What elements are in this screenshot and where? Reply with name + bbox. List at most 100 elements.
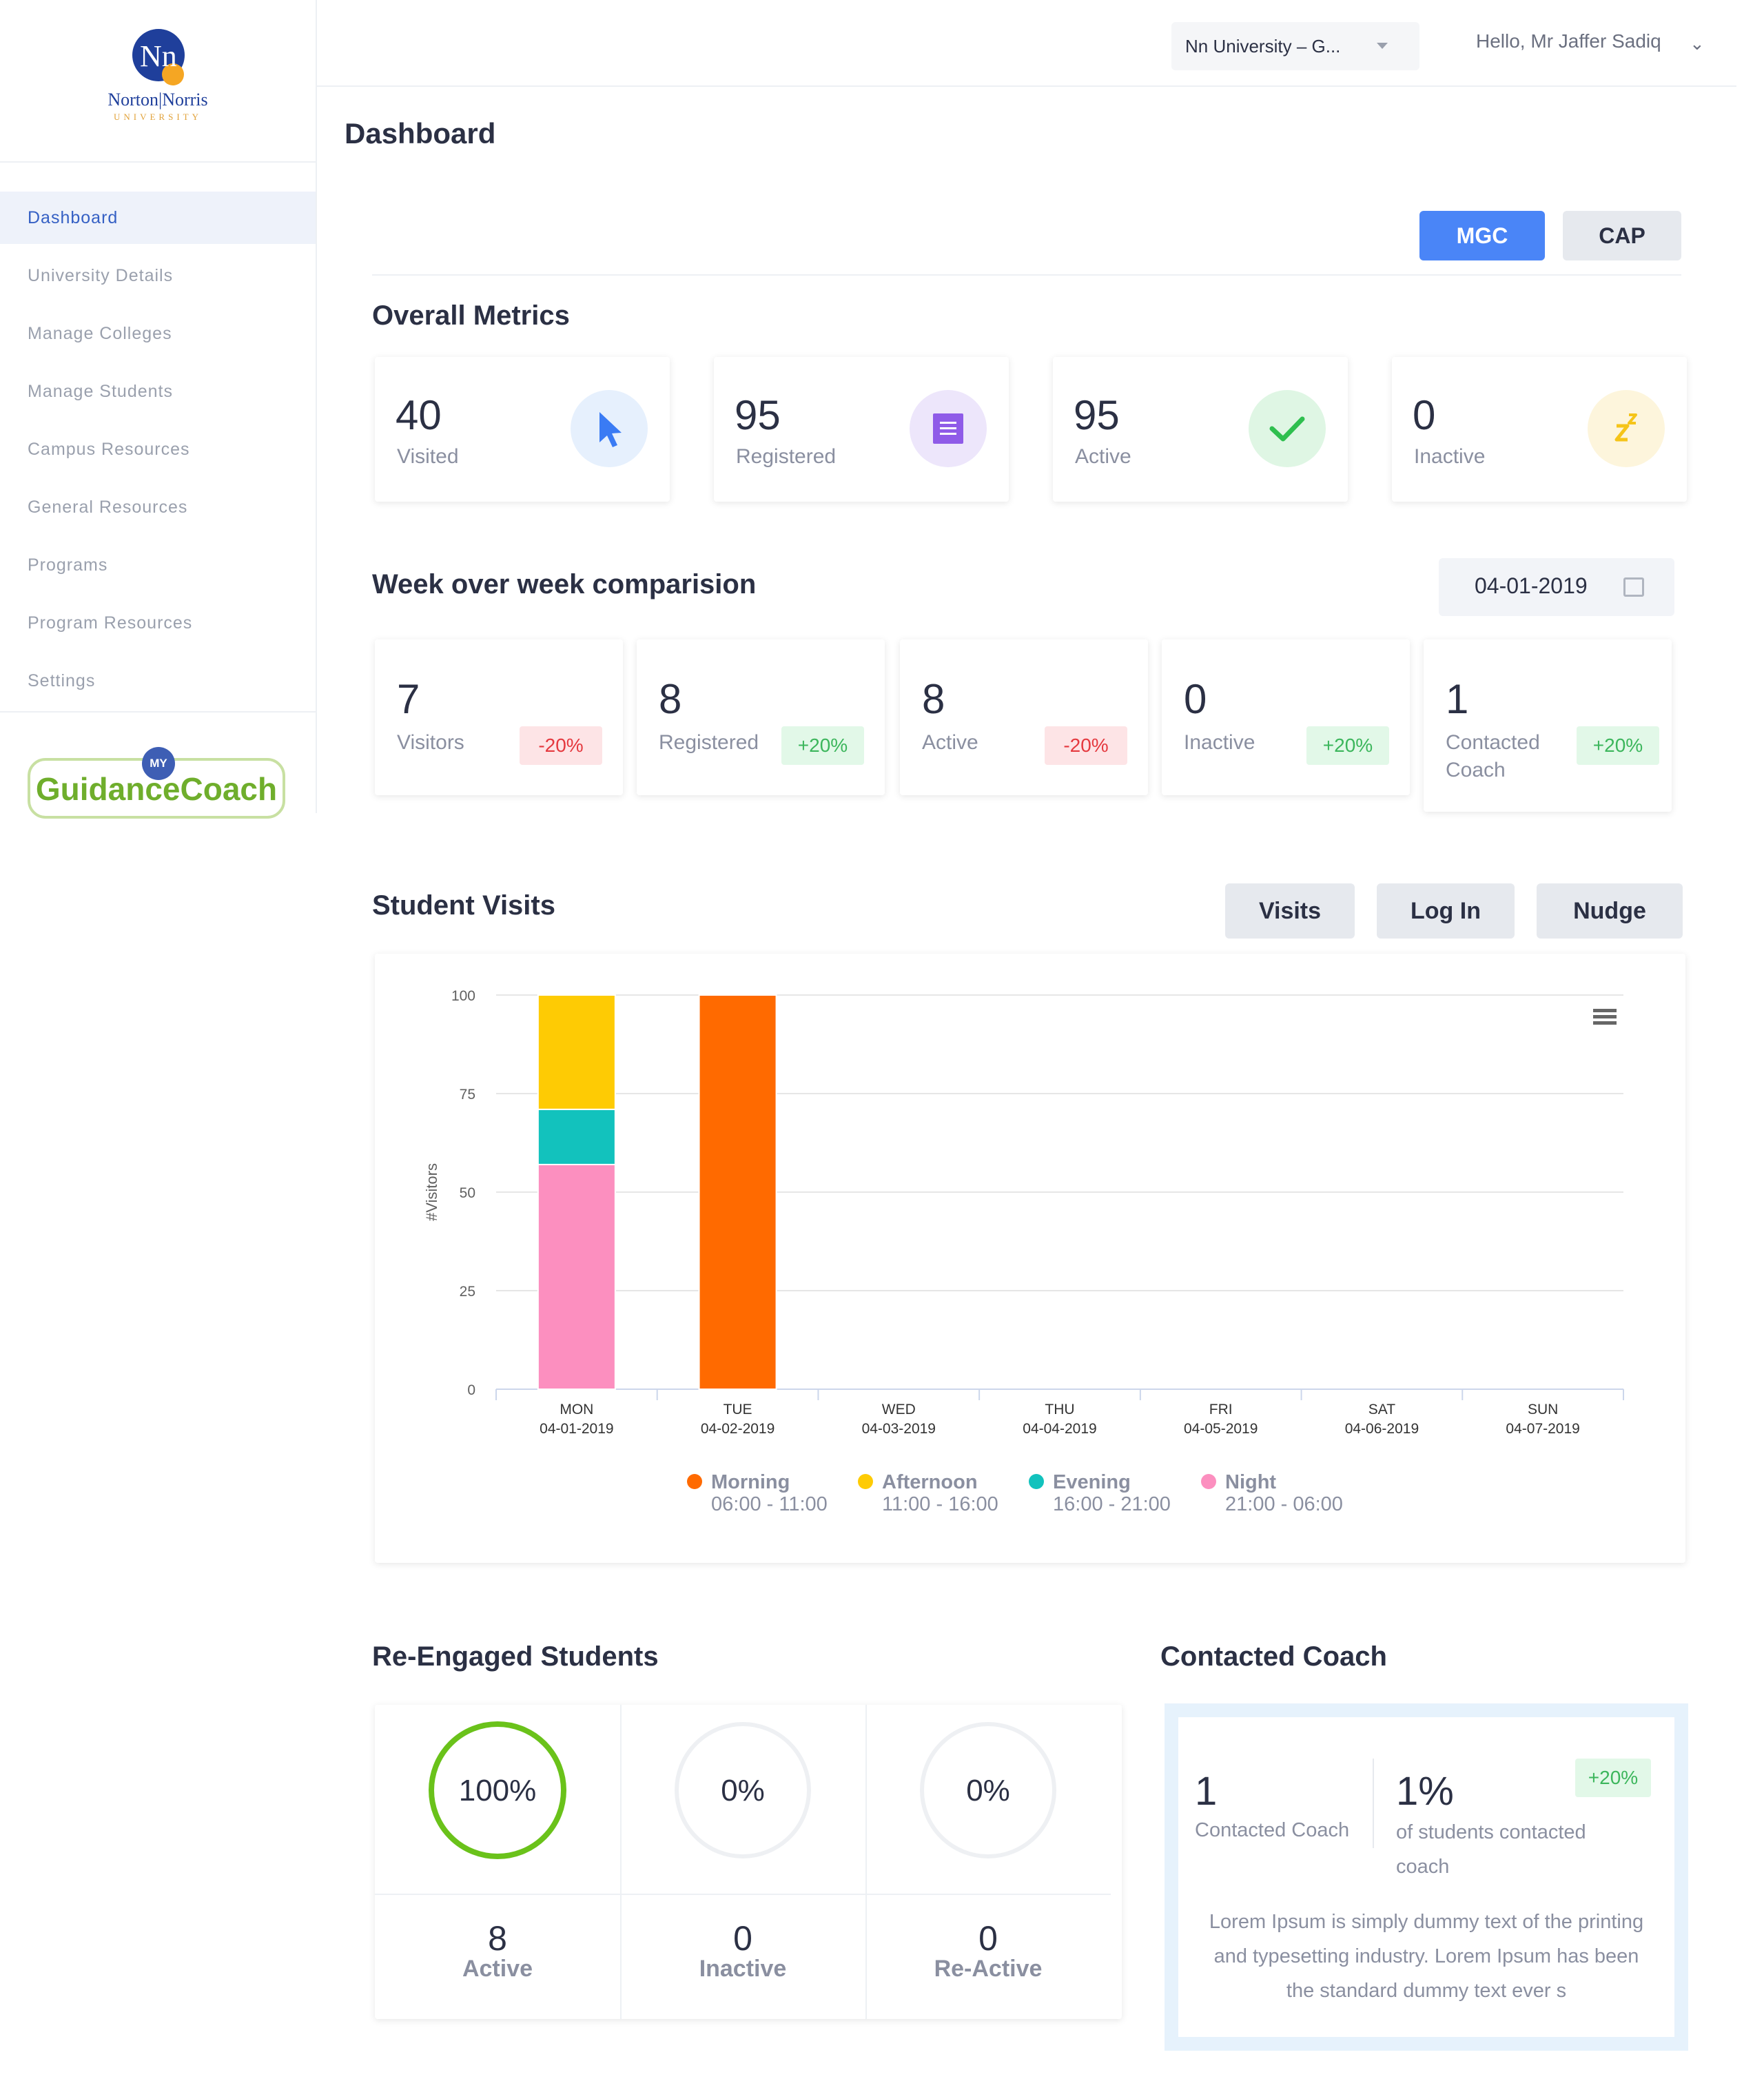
week-value: 8: [659, 676, 682, 722]
ring-track: [920, 1722, 1056, 1858]
change-badge: +20%: [781, 726, 864, 765]
cursor-icon: [571, 390, 648, 467]
progress-ring: [429, 1721, 566, 1859]
nudge-button[interactable]: Nudge: [1537, 883, 1683, 939]
top-bar: [317, 0, 1736, 87]
y-tick-label: 0: [467, 1382, 475, 1398]
calendar-icon[interactable]: [1623, 577, 1644, 597]
contacted-coach-title: Contacted Coach: [1160, 1641, 1387, 1672]
x-tick-date: 04-03-2019: [862, 1421, 936, 1437]
sidebar-item-manage-students[interactable]: Manage Students: [28, 382, 173, 401]
sidebar-divider: [0, 711, 316, 713]
week-card-visitors: 7 Visitors -20%: [375, 639, 623, 795]
chevron-down-icon[interactable]: [1377, 43, 1388, 49]
legend-range: 11:00 - 16:00: [882, 1493, 998, 1515]
week-card-active: 8 Active -20%: [900, 639, 1148, 795]
bar-segment-evening[interactable]: [537, 1108, 616, 1165]
metric-label: Inactive: [1414, 445, 1486, 468]
sidebar-item-campus-resources[interactable]: Campus Resources: [28, 440, 190, 459]
y-tick-label: 25: [460, 1284, 475, 1300]
cap-toggle-button[interactable]: CAP: [1563, 211, 1681, 260]
x-tick-day: WED: [882, 1402, 916, 1417]
legend-swatch: [687, 1474, 702, 1489]
mgc-toggle-button[interactable]: MGC: [1419, 211, 1545, 260]
legend-range: 06:00 - 11:00: [711, 1493, 828, 1515]
week-card-registered: 8 Registered +20%: [637, 639, 885, 795]
guidance-coach-my-badge: MY: [142, 747, 175, 780]
x-tick-date: 04-02-2019: [701, 1421, 775, 1437]
sidebar-item-dashboard[interactable]: Dashboard: [0, 192, 316, 244]
re-engaged-card: [375, 1705, 1122, 2019]
re-engaged-label: Active: [462, 1956, 533, 1982]
sidebar: [0, 0, 317, 813]
progress-ring: [920, 1722, 1056, 1858]
x-tick-day: THU: [1045, 1402, 1074, 1417]
x-tick-date: 04-05-2019: [1184, 1421, 1258, 1437]
student-visits-chart-card: 0 25 50 75 100 #Visitors MON 04-01-2019 TUE 04-02…: [375, 954, 1685, 1563]
progress-ring: [675, 1722, 811, 1858]
sidebar-item-settings[interactable]: Settings: [28, 671, 96, 690]
menu-bar: [1593, 1015, 1617, 1018]
x-tick-day: TUE: [724, 1402, 752, 1417]
university-logo[interactable]: Nn Norton|Norris UNIVERSITY: [0, 0, 316, 163]
bar-segment-morning[interactable]: [698, 994, 777, 1390]
date-picker-value[interactable]: 04-01-2019: [1475, 573, 1588, 598]
chevron-down-icon[interactable]: ⌄: [1690, 33, 1705, 54]
sidebar-item-general-resources[interactable]: General Resources: [28, 498, 188, 517]
sidebar-item-university-details[interactable]: University Details: [28, 266, 174, 285]
sleep-icon: [1588, 390, 1665, 467]
menu-bar: [1593, 1021, 1617, 1025]
page-title: Dashboard: [345, 117, 496, 150]
metric-label: Visited: [397, 445, 459, 468]
week-label: Contacted Coach: [1446, 731, 1540, 781]
re-engaged-pct: 100%: [458, 1774, 537, 1807]
week-value: 1: [1446, 676, 1469, 722]
metric-card-inactive: 0 Inactive: [1392, 357, 1687, 502]
metric-card-visited: 40 Visited: [375, 357, 670, 502]
user-greeting[interactable]: Hello, Mr Jaffer Sadiq: [1476, 30, 1661, 52]
student-visits-chart: 0 25 50 75 100 #Visitors MON 04-01-2019 TUE 04-02…: [423, 988, 1624, 1515]
coach-pct-label: of students contacted coach: [1396, 1821, 1586, 1878]
bar-segment-afternoon[interactable]: [537, 994, 616, 1110]
ring-track: [675, 1722, 811, 1858]
legend-range: 16:00 - 21:00: [1053, 1493, 1171, 1515]
re-engaged-col-active: 100% 8 Active: [375, 1705, 622, 2019]
sidebar-item-programs[interactable]: Programs: [28, 555, 108, 575]
visits-button[interactable]: Visits: [1225, 883, 1355, 939]
legend-swatch: [1029, 1474, 1044, 1489]
log-in-button[interactable]: Log In: [1377, 883, 1515, 939]
metric-label: Active: [1075, 445, 1131, 468]
week-label: Visitors: [397, 731, 464, 754]
legend-swatch: [858, 1474, 873, 1489]
re-engaged-count: 0: [733, 1919, 752, 1958]
logo-name: Norton|Norris: [107, 90, 207, 110]
x-tick-date: 04-06-2019: [1345, 1421, 1419, 1437]
metric-label: Registered: [736, 445, 837, 468]
week-label: Inactive: [1184, 731, 1255, 754]
metric-value: 95: [1074, 392, 1120, 438]
sidebar-item-program-resources[interactable]: Program Resources: [28, 613, 193, 633]
menu-bar: [1593, 1009, 1617, 1012]
divider: [375, 1894, 620, 1895]
overall-metrics-title: Overall Metrics: [372, 300, 570, 331]
chart-menu-icon[interactable]: [1593, 1009, 1617, 1025]
change-badge: +20%: [1306, 726, 1389, 765]
metric-card-active: 95 Active: [1053, 357, 1348, 502]
date-picker[interactable]: [1439, 558, 1674, 616]
x-tick-day: SAT: [1368, 1402, 1395, 1417]
sidebar-item-manage-colleges[interactable]: Manage Colleges: [28, 324, 172, 343]
bar-segment-night[interactable]: [537, 1163, 616, 1390]
legend-range: 21:00 - 06:00: [1225, 1493, 1343, 1515]
divider: [865, 1894, 1111, 1895]
divider: [620, 1894, 865, 1895]
coach-count-label: Contacted Coach: [1195, 1819, 1350, 1841]
coach-description: Lorem Ipsum is simply dummy text of the …: [1209, 1911, 1644, 2002]
re-engaged-count: 0: [978, 1919, 998, 1958]
week-value: 8: [922, 676, 945, 722]
re-engaged-col-inactive: 0% 0 Inactive: [620, 1705, 867, 2019]
x-tick-date: 04-07-2019: [1506, 1421, 1579, 1437]
